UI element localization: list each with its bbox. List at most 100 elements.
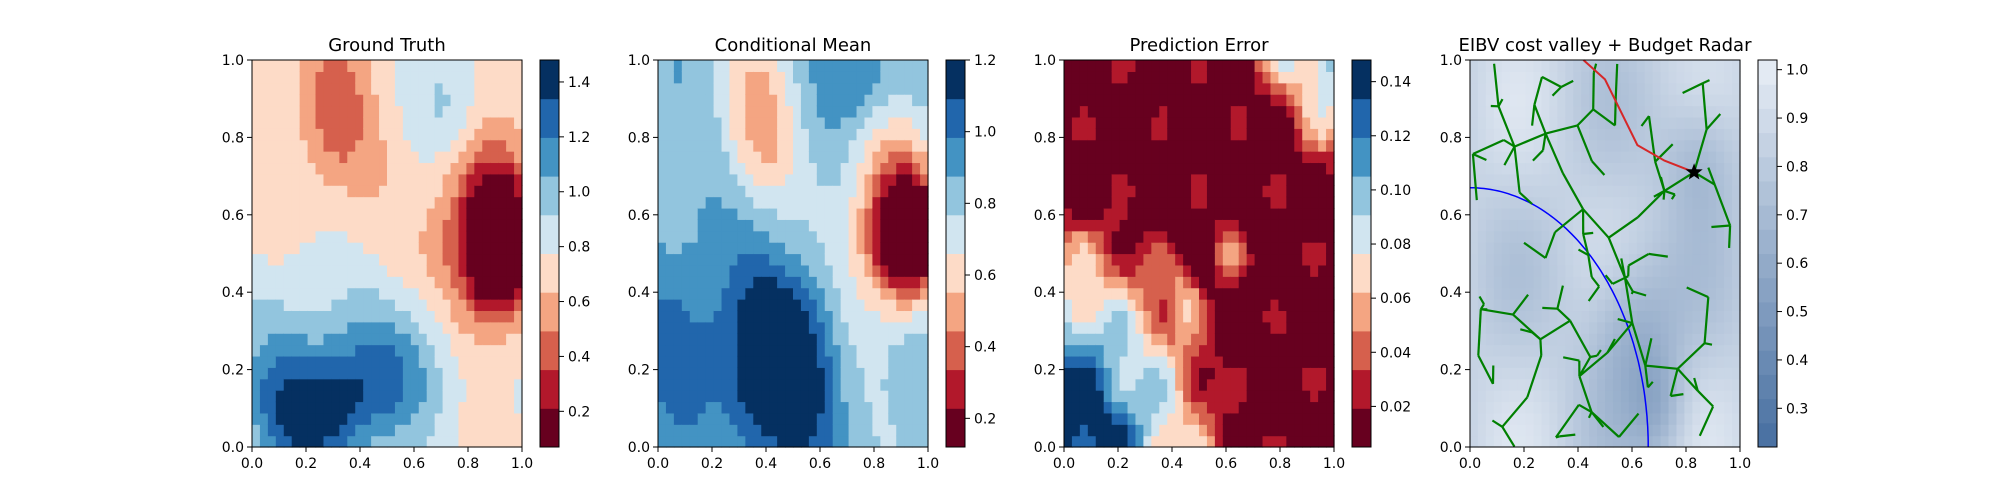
heatmap-cell — [1310, 378, 1319, 391]
heatmap-cell — [912, 82, 921, 95]
heatmap-cell — [1644, 128, 1654, 141]
heatmap-cell — [745, 378, 754, 391]
heatmap-cell — [1286, 355, 1295, 368]
heatmap-cell — [1589, 105, 1598, 118]
colorbar-segment — [1758, 398, 1777, 424]
heatmap-cell — [458, 60, 468, 72]
heatmap-cell — [1087, 173, 1097, 186]
heatmap-cell — [816, 401, 826, 414]
heatmap-cell — [1151, 253, 1160, 266]
heatmap-cell — [1127, 310, 1137, 323]
heatmap-cell — [1183, 94, 1192, 107]
heatmap-cell — [705, 378, 715, 391]
heatmap-cell — [1206, 60, 1216, 72]
heatmap-cell — [1199, 230, 1208, 243]
heatmap-cell — [1214, 299, 1224, 312]
heatmap-cell — [1214, 173, 1224, 186]
heatmap-cell — [1628, 173, 1638, 186]
heatmap-cell — [259, 196, 269, 209]
heatmap-cell — [1597, 276, 1606, 289]
heatmap-cell — [1183, 333, 1192, 346]
heatmap-cell — [1684, 162, 1693, 175]
heatmap-cell — [1254, 173, 1264, 186]
heatmap-cell — [1509, 378, 1519, 391]
heatmap-cell — [1151, 151, 1160, 164]
heatmap-cell — [1732, 321, 1741, 334]
heatmap-cell — [1103, 412, 1113, 425]
heatmap-cell — [259, 230, 269, 243]
heatmap-cell — [410, 116, 420, 129]
heatmap-cell — [777, 60, 786, 72]
heatmap-cell — [1573, 230, 1582, 243]
heatmap-cell — [816, 219, 826, 232]
heatmap-cell — [1159, 82, 1168, 95]
heatmap-cell — [514, 253, 523, 266]
heatmap-cell — [291, 424, 301, 437]
heatmap-cell — [498, 367, 507, 380]
heatmap-cell — [832, 151, 842, 164]
heatmap-cell — [1135, 162, 1145, 175]
heatmap-cell — [1064, 219, 1073, 232]
heatmap-cell — [856, 207, 866, 220]
heatmap-cell — [1557, 173, 1566, 186]
heatmap-cell — [1652, 299, 1662, 312]
heatmap-cell — [673, 367, 683, 380]
heatmap-cell — [1159, 355, 1168, 368]
heatmap-cell — [1262, 401, 1272, 414]
heatmap-cell — [379, 71, 388, 84]
heatmap-cell — [1151, 355, 1160, 368]
heatmap-cell — [1597, 105, 1606, 118]
heatmap-cell — [339, 264, 348, 277]
heatmap-cell — [267, 264, 277, 277]
heatmap-cell — [856, 253, 866, 266]
heatmap-cell — [450, 71, 460, 84]
heatmap-cell — [252, 128, 261, 141]
heatmap-cell — [347, 424, 356, 437]
heatmap-cell — [1676, 128, 1686, 141]
heatmap-cell — [729, 82, 739, 95]
heatmap-cell — [1541, 116, 1551, 129]
heatmap-cell — [1565, 139, 1574, 152]
heatmap-cell — [1660, 435, 1670, 448]
heatmap-cell — [1549, 162, 1558, 175]
heatmap-cell — [1612, 94, 1622, 107]
heatmap-cell — [800, 435, 810, 448]
heatmap-cell — [259, 412, 269, 425]
heatmap-cell — [1135, 435, 1145, 448]
heatmap-cell — [912, 71, 921, 84]
heatmap-cell — [474, 162, 483, 175]
heatmap-cell — [872, 435, 881, 448]
heatmap-cell — [793, 321, 802, 334]
heatmap-cell — [705, 207, 715, 220]
heatmap-cell — [410, 105, 420, 118]
heatmap-cell — [267, 196, 277, 209]
heatmap-cell — [1135, 412, 1145, 425]
heatmap-cell — [434, 253, 444, 266]
heatmap-cell — [474, 299, 483, 312]
heatmap-cell — [283, 139, 293, 152]
heatmap-cell — [1262, 207, 1272, 220]
heatmap-cell — [713, 207, 723, 220]
heatmap-cell — [808, 310, 818, 323]
heatmap-cell — [1071, 378, 1081, 391]
heatmap-cell — [339, 321, 348, 334]
heatmap-cell — [721, 128, 731, 141]
heatmap-cell — [896, 196, 905, 209]
heatmap-cell — [1294, 367, 1303, 380]
heatmap-cell — [267, 424, 277, 437]
heatmap-cell — [1668, 185, 1678, 198]
heatmap-cell — [1230, 82, 1240, 95]
heatmap-cell — [363, 264, 372, 277]
heatmap-cell — [1485, 378, 1495, 391]
heatmap-cell — [1700, 321, 1709, 334]
heatmap-cell — [1230, 173, 1240, 186]
heatmap-cell — [1517, 82, 1527, 95]
heatmap-cell — [737, 242, 746, 255]
heatmap-cell — [1597, 287, 1606, 300]
heatmap-cell — [1230, 264, 1240, 277]
heatmap-cell — [442, 253, 452, 266]
tree-branch — [1526, 355, 1543, 398]
x-tick-label: 0.8 — [457, 456, 479, 472]
heatmap-cell — [761, 321, 770, 334]
heatmap-cell — [920, 287, 929, 300]
